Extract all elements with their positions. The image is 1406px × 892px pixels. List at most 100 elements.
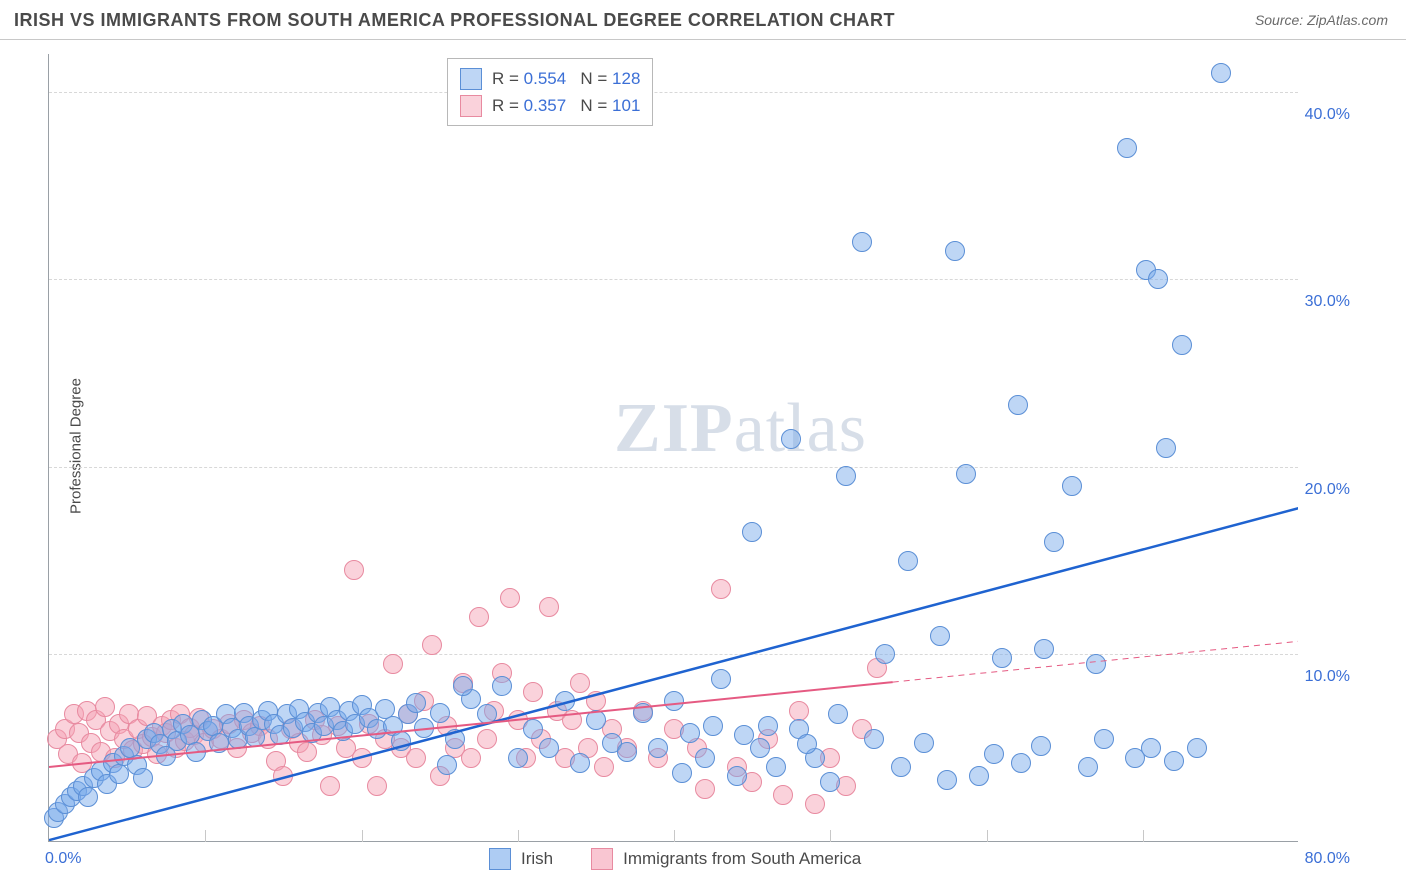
data-point [1011, 753, 1031, 773]
data-point [1062, 476, 1082, 496]
data-point [453, 676, 473, 696]
data-point [891, 757, 911, 777]
data-point [1094, 729, 1114, 749]
data-point [414, 718, 434, 738]
data-point [875, 644, 895, 664]
x-tick [362, 830, 363, 842]
data-point [1148, 269, 1168, 289]
data-point [820, 772, 840, 792]
data-point [1156, 438, 1176, 458]
data-point [1031, 736, 1051, 756]
stats-text: R = 0.554 N = 128 [492, 65, 640, 92]
data-point [773, 785, 793, 805]
bottom-legend: Irish Immigrants from South America [489, 848, 889, 870]
source-label: Source: ZipAtlas.com [1255, 12, 1388, 28]
data-point [1008, 395, 1028, 415]
data-point [992, 648, 1012, 668]
data-point [95, 697, 115, 717]
data-point [430, 703, 450, 723]
legend-swatch [591, 848, 613, 870]
data-point [186, 742, 206, 762]
x-tick [987, 830, 988, 842]
x-tick [518, 830, 519, 842]
legend-label: Immigrants from South America [623, 849, 861, 869]
chart-title: IRISH VS IMMIGRANTS FROM SOUTH AMERICA P… [14, 10, 895, 31]
data-point [711, 669, 731, 689]
legend-swatch [489, 848, 511, 870]
data-point [539, 597, 559, 617]
data-point [805, 794, 825, 814]
data-point [367, 776, 387, 796]
watermark: ZIPatlas [614, 389, 867, 469]
data-point [789, 701, 809, 721]
data-point [461, 748, 481, 768]
y-tick-label: 10.0% [1305, 668, 1350, 686]
x-tick [674, 830, 675, 842]
data-point [797, 734, 817, 754]
data-point [727, 766, 747, 786]
data-point [617, 742, 637, 762]
data-point [703, 716, 723, 736]
data-point [1172, 335, 1192, 355]
y-tick-label: 40.0% [1305, 106, 1350, 124]
data-point [406, 693, 426, 713]
data-point [781, 429, 801, 449]
data-point [937, 770, 957, 790]
x-tick [1143, 830, 1144, 842]
legend-swatch [460, 68, 482, 90]
stats-row: R = 0.357 N = 101 [460, 92, 640, 119]
header-bar: IRISH VS IMMIGRANTS FROM SOUTH AMERICA P… [0, 0, 1406, 40]
data-point [539, 738, 559, 758]
data-point [523, 682, 543, 702]
data-point [664, 691, 684, 711]
data-point [648, 738, 668, 758]
scatter-plot-area: 10.0%20.0%30.0%40.0%0.0%80.0%ZIPatlasR =… [48, 54, 1298, 842]
data-point [914, 733, 934, 753]
data-point [1078, 757, 1098, 777]
stats-text: R = 0.357 N = 101 [492, 92, 640, 119]
data-point [1164, 751, 1184, 771]
legend-label: Irish [521, 849, 553, 869]
data-point [1086, 654, 1106, 674]
data-point [273, 766, 293, 786]
data-point [1034, 639, 1054, 659]
x-tick-label-right: 80.0% [1305, 850, 1350, 868]
y-tick-label: 30.0% [1305, 293, 1350, 311]
data-point [956, 464, 976, 484]
data-point [945, 241, 965, 261]
data-point [523, 719, 543, 739]
data-point [1187, 738, 1207, 758]
stats-row: R = 0.554 N = 128 [460, 65, 640, 92]
data-point [422, 635, 442, 655]
data-point [562, 710, 582, 730]
data-point [864, 729, 884, 749]
data-point [445, 729, 465, 749]
data-point [828, 704, 848, 724]
data-point [750, 738, 770, 758]
data-point [508, 748, 528, 768]
stats-legend-box: R = 0.554 N = 128R = 0.357 N = 101 [447, 58, 653, 126]
x-tick-label-left: 0.0% [45, 850, 81, 868]
data-point [1044, 532, 1064, 552]
data-point [391, 731, 411, 751]
data-point [672, 763, 692, 783]
data-point [383, 654, 403, 674]
data-point [320, 776, 340, 796]
data-point [477, 729, 497, 749]
data-point [570, 673, 590, 693]
data-point [586, 691, 606, 711]
x-tick [830, 830, 831, 842]
data-point [437, 755, 457, 775]
data-point [711, 579, 731, 599]
data-point [852, 232, 872, 252]
gridline-h [49, 92, 1298, 93]
gridline-h [49, 654, 1298, 655]
data-point [469, 607, 489, 627]
data-point [1117, 138, 1137, 158]
data-point [352, 748, 372, 768]
data-point [1141, 738, 1161, 758]
data-point [969, 766, 989, 786]
data-point [758, 716, 778, 736]
data-point [406, 748, 426, 768]
data-point [633, 703, 653, 723]
